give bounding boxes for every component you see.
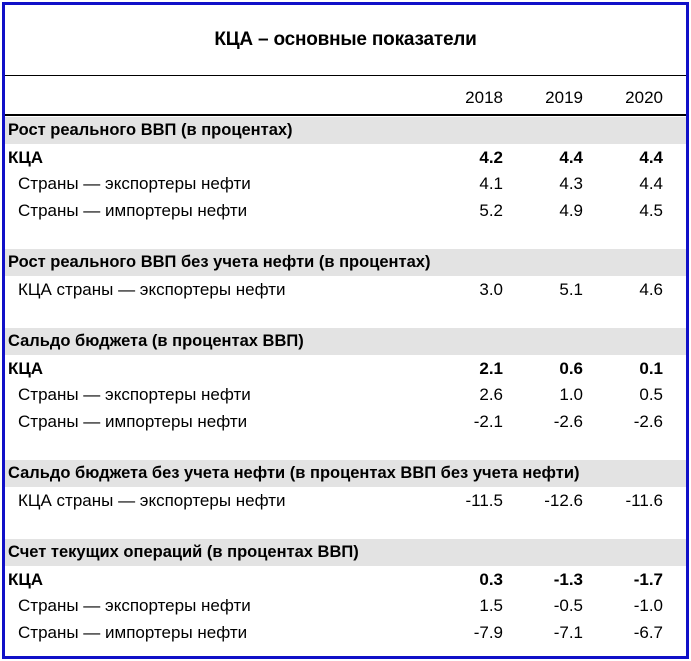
table-row: КЦА страны — экспортеры нефти -11.5 -12.…	[5, 487, 686, 514]
row-label: КЦА страны — экспортеры нефти	[18, 279, 286, 299]
table-row: Страны — экспортеры нефти 2.6 1.0 0.5	[5, 381, 686, 408]
section-heading-label: Счет текущих операций (в процентах ВВП)	[8, 543, 359, 561]
section-heading-label: Сальдо бюджета (в процентах ВВП)	[8, 332, 304, 350]
cell-2018: 3.0	[479, 279, 503, 299]
cell-2019: 4.4	[559, 147, 583, 167]
cell-2019: -7.1	[553, 622, 583, 642]
section-spacer	[5, 513, 686, 539]
cell-2020: 0.5	[639, 385, 663, 404]
section-heading-label: Рост реального ВВП (в процентах)	[8, 121, 293, 139]
cell-2020: 0.1	[639, 358, 663, 378]
table-row: Страны — экспортеры нефти 4.1 4.3 4.4	[5, 170, 686, 197]
cell-2020: -6.7	[633, 622, 663, 642]
cell-2020: 4.4	[639, 174, 663, 193]
table-row: КЦА 2.1 0.6 0.1	[5, 355, 686, 382]
row-label: КЦА страны — экспортеры нефти	[18, 490, 286, 510]
cell-2020: 4.4	[639, 147, 663, 167]
row-label: КЦА	[8, 358, 44, 378]
cell-2018: -7.9	[473, 622, 503, 642]
section-spacer	[5, 223, 686, 249]
cell-2020: -1.0	[633, 596, 663, 615]
section-heading-non-oil-gdp-growth: Рост реального ВВП без учета нефти (в пр…	[5, 249, 686, 276]
cell-2020: 4.6	[639, 279, 663, 299]
cell-2018: -2.1	[473, 411, 503, 431]
cell-2018: 4.1	[479, 174, 503, 193]
table-row: КЦА 0.3 -1.3 -1.7	[5, 566, 686, 593]
cell-2018: 4.2	[479, 147, 503, 167]
year-header-2019: 2019	[545, 88, 583, 107]
row-label: Страны — экспортеры нефти	[18, 174, 251, 193]
year-header-2020: 2020	[625, 88, 663, 107]
section-heading-current-account: Счет текущих операций (в процентах ВВП)	[5, 539, 686, 566]
header-divider	[5, 114, 686, 116]
section-spacer	[5, 434, 686, 460]
cell-2020: -1.7	[633, 569, 663, 589]
section-spacer	[5, 302, 686, 328]
row-label: КЦА	[8, 569, 44, 589]
table-row: КЦА страны — экспортеры нефти 3.0 5.1 4.…	[5, 276, 686, 303]
cell-2018: 2.1	[479, 358, 503, 378]
cell-2019: 4.9	[559, 200, 583, 220]
section-heading-non-oil-budget-balance: Сальдо бюджета без учета нефти (в процен…	[5, 460, 686, 487]
cell-2020: 4.5	[639, 200, 663, 220]
row-label: Страны — экспортеры нефти	[18, 385, 251, 404]
year-header-row: 2018 2019 2020	[5, 76, 686, 114]
table-row: Страны — импортеры нефти -2.1 -2.6 -2.6	[5, 408, 686, 435]
cell-2018: -11.5	[465, 490, 504, 510]
row-label: Страны — экспортеры нефти	[18, 596, 251, 615]
cell-2019: -1.3	[553, 569, 583, 589]
cell-2018: 5.2	[479, 200, 503, 220]
section-heading-gdp-growth: Рост реального ВВП (в процентах)	[5, 117, 686, 144]
table-row: КЦА 4.2 4.4 4.4	[5, 144, 686, 171]
cell-2019: -2.6	[553, 411, 583, 431]
cell-2019: -12.6	[544, 490, 583, 510]
table-row: Страны — импортеры нефти -7.9 -7.1 -6.7	[5, 619, 686, 646]
section-heading-label: Рост реального ВВП без учета нефти (в пр…	[8, 253, 431, 271]
section-heading-budget-balance: Сальдо бюджета (в процентах ВВП)	[5, 328, 686, 355]
title-divider	[5, 75, 686, 76]
cell-2018: 1.5	[479, 596, 503, 615]
year-header-2018: 2018	[465, 88, 503, 107]
table-body: Рост реального ВВП (в процентах) КЦА 4.2…	[5, 117, 686, 645]
row-label: Страны — импортеры нефти	[18, 622, 248, 642]
section-heading-label: Сальдо бюджета без учета нефти (в процен…	[8, 464, 580, 482]
cell-2019: 1.0	[559, 385, 583, 404]
row-label: КЦА	[8, 147, 44, 167]
cell-2018: 2.6	[479, 385, 503, 404]
cell-2020: -11.6	[625, 490, 664, 510]
cell-2020: -2.6	[633, 411, 663, 431]
row-label: Страны — импортеры нефти	[18, 200, 248, 220]
cell-2018: 0.3	[479, 569, 503, 589]
table-row: Страны — экспортеры нефти 1.5 -0.5 -1.0	[5, 592, 686, 619]
row-label: Страны — импортеры нефти	[18, 411, 248, 431]
table-title: КЦА – основные показатели	[214, 29, 477, 50]
table-row: Страны — импортеры нефти 5.2 4.9 4.5	[5, 197, 686, 224]
cell-2019: 0.6	[559, 358, 583, 378]
cell-2019: -0.5	[553, 596, 583, 615]
cell-2019: 5.1	[559, 279, 583, 299]
cell-2019: 4.3	[559, 174, 583, 193]
